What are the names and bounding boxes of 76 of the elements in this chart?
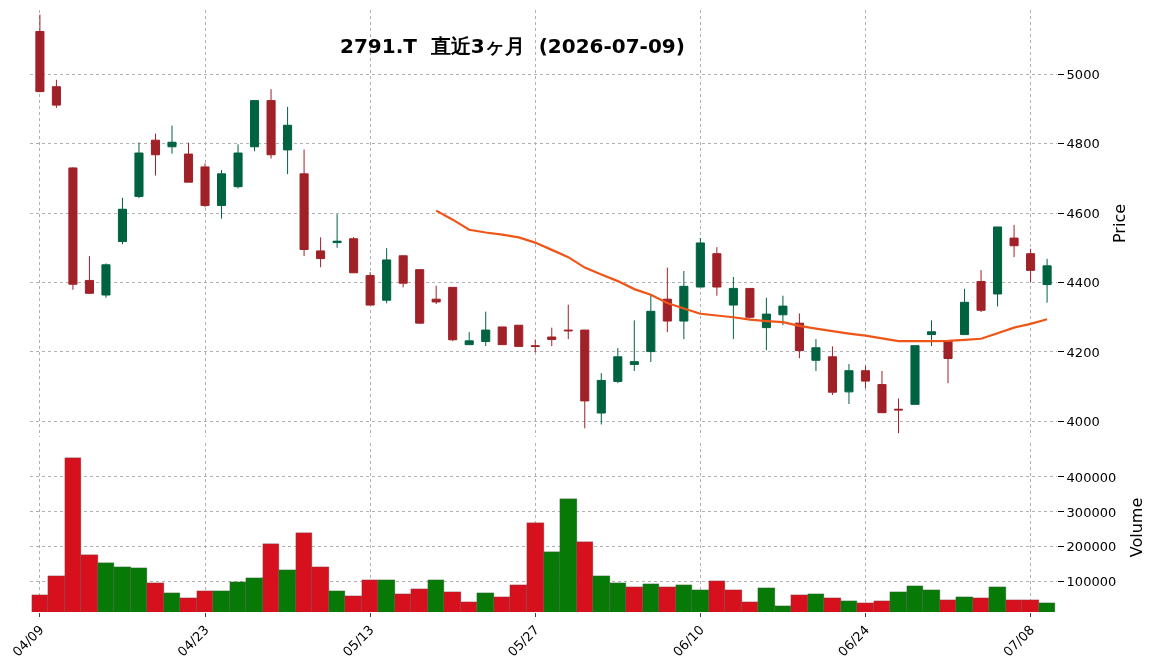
candlestick [844, 363, 854, 405]
y-tick-label: 4000 [1066, 413, 1100, 429]
candlestick [745, 287, 755, 320]
candlestick [563, 304, 573, 340]
candlestick [316, 236, 326, 268]
candlestick [68, 166, 78, 291]
candlestick [679, 270, 689, 340]
candlestick [646, 293, 656, 363]
candlestick [547, 327, 557, 347]
candlestick [827, 345, 837, 396]
y-tick-label: 4400 [1066, 275, 1100, 291]
line-series [435, 209, 1049, 343]
candlestick [514, 324, 524, 347]
candlestick [365, 271, 375, 306]
candlestick [662, 267, 672, 333]
candlestick [497, 326, 507, 346]
candlestick [629, 319, 639, 372]
y-tick-label: 100000 [1066, 574, 1117, 590]
candlestick [811, 338, 821, 372]
y-tick-label: 4800 [1066, 136, 1100, 152]
candlestick [613, 347, 623, 384]
y-tick-label: 5000 [1066, 66, 1100, 82]
candlestick [959, 288, 970, 336]
candlestick [349, 236, 359, 274]
candlestick [794, 312, 804, 359]
candlestick [464, 331, 474, 346]
candlestick [1009, 224, 1019, 258]
candlestick [778, 295, 788, 326]
candlestick [117, 197, 128, 245]
candlestick [233, 143, 243, 189]
candlestick [101, 262, 111, 299]
candlestick [530, 338, 540, 353]
candlestick [250, 100, 260, 152]
candlestick [216, 169, 227, 220]
candlestick [448, 286, 458, 342]
candlestick [695, 237, 705, 288]
candlestick [51, 79, 61, 109]
candlestick [84, 255, 94, 295]
candlestick [299, 149, 309, 257]
candlestick [860, 365, 871, 389]
candlestick [1042, 258, 1052, 304]
candlestick [976, 269, 986, 313]
candlestick [893, 397, 904, 434]
y-tick-label: 200000 [1066, 539, 1117, 555]
candlestick [183, 142, 194, 183]
candlestick [910, 345, 920, 405]
candlestick [596, 372, 606, 425]
y-tick-label: 300000 [1066, 504, 1117, 520]
candlestick [431, 285, 441, 305]
candlestick [877, 370, 887, 414]
text: 2791.T 直近3ヶ月 (2026-07-09) [340, 34, 685, 58]
candlestick [728, 276, 738, 340]
y-tick-label: 4600 [1066, 205, 1100, 221]
candlestick [283, 106, 293, 175]
candlestick [481, 311, 491, 347]
candlestick [761, 297, 771, 351]
candlestick [712, 246, 722, 297]
candlestick [398, 255, 408, 288]
candlestick [167, 125, 177, 155]
candlestick [150, 133, 161, 177]
candlestick [134, 142, 144, 199]
candlestick [1026, 248, 1036, 283]
y-axis-title: Price [1110, 203, 1130, 244]
candlestick [926, 319, 937, 347]
y-axis-title: Volume [1126, 497, 1146, 558]
candlestick [580, 329, 590, 429]
y-tick-label: 4200 [1066, 344, 1100, 360]
candlestick [35, 14, 45, 93]
candlestick [382, 247, 392, 304]
candlestick [200, 162, 210, 208]
candlestick [943, 340, 953, 384]
candlestick [415, 269, 425, 325]
candlestick [332, 213, 342, 249]
candlestick [266, 88, 276, 160]
y-tick-label: 400000 [1066, 469, 1117, 485]
candlestick [993, 226, 1003, 307]
